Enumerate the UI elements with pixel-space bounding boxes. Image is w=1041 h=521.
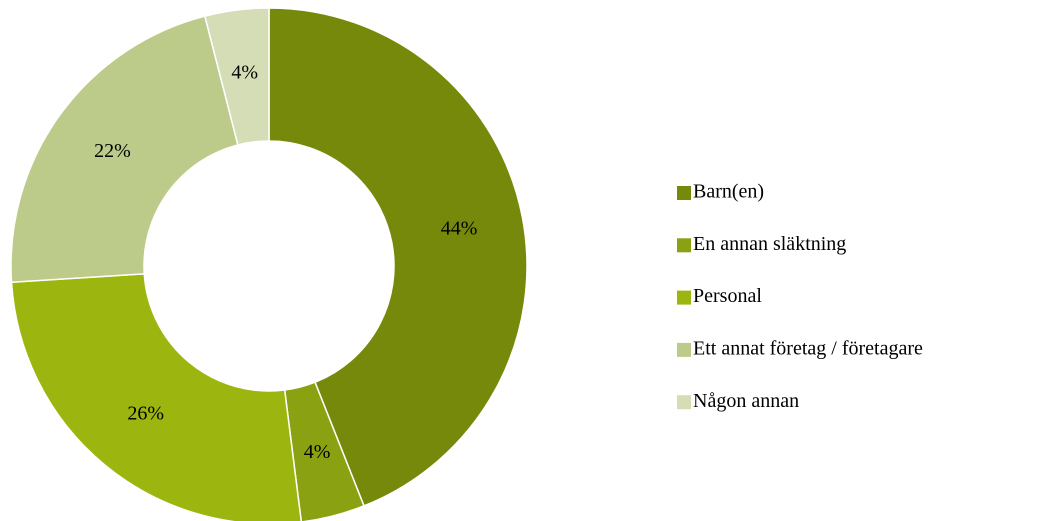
data-label: 4% [304,441,331,463]
legend-label: En annan släktning [693,233,846,255]
data-label: 22% [94,140,131,162]
legend-label: Personal [693,285,762,307]
legend-label: Barn(en) [693,181,764,203]
legend-swatch [677,238,691,253]
donut-slice [268,7,528,507]
legend-swatch [677,342,691,357]
donut-slice [10,273,302,521]
donut-slice [10,15,239,283]
data-label: 44% [441,217,478,239]
donut-slice [203,7,270,146]
legend-swatch [677,186,691,200]
legend-swatch [677,395,691,410]
legend-swatch [677,290,691,305]
legend-label: Någon annan [693,390,799,412]
data-label: 4% [231,62,258,84]
data-label: 26% [127,403,164,425]
legend-label: Ett annat företag / företagare [693,337,923,359]
